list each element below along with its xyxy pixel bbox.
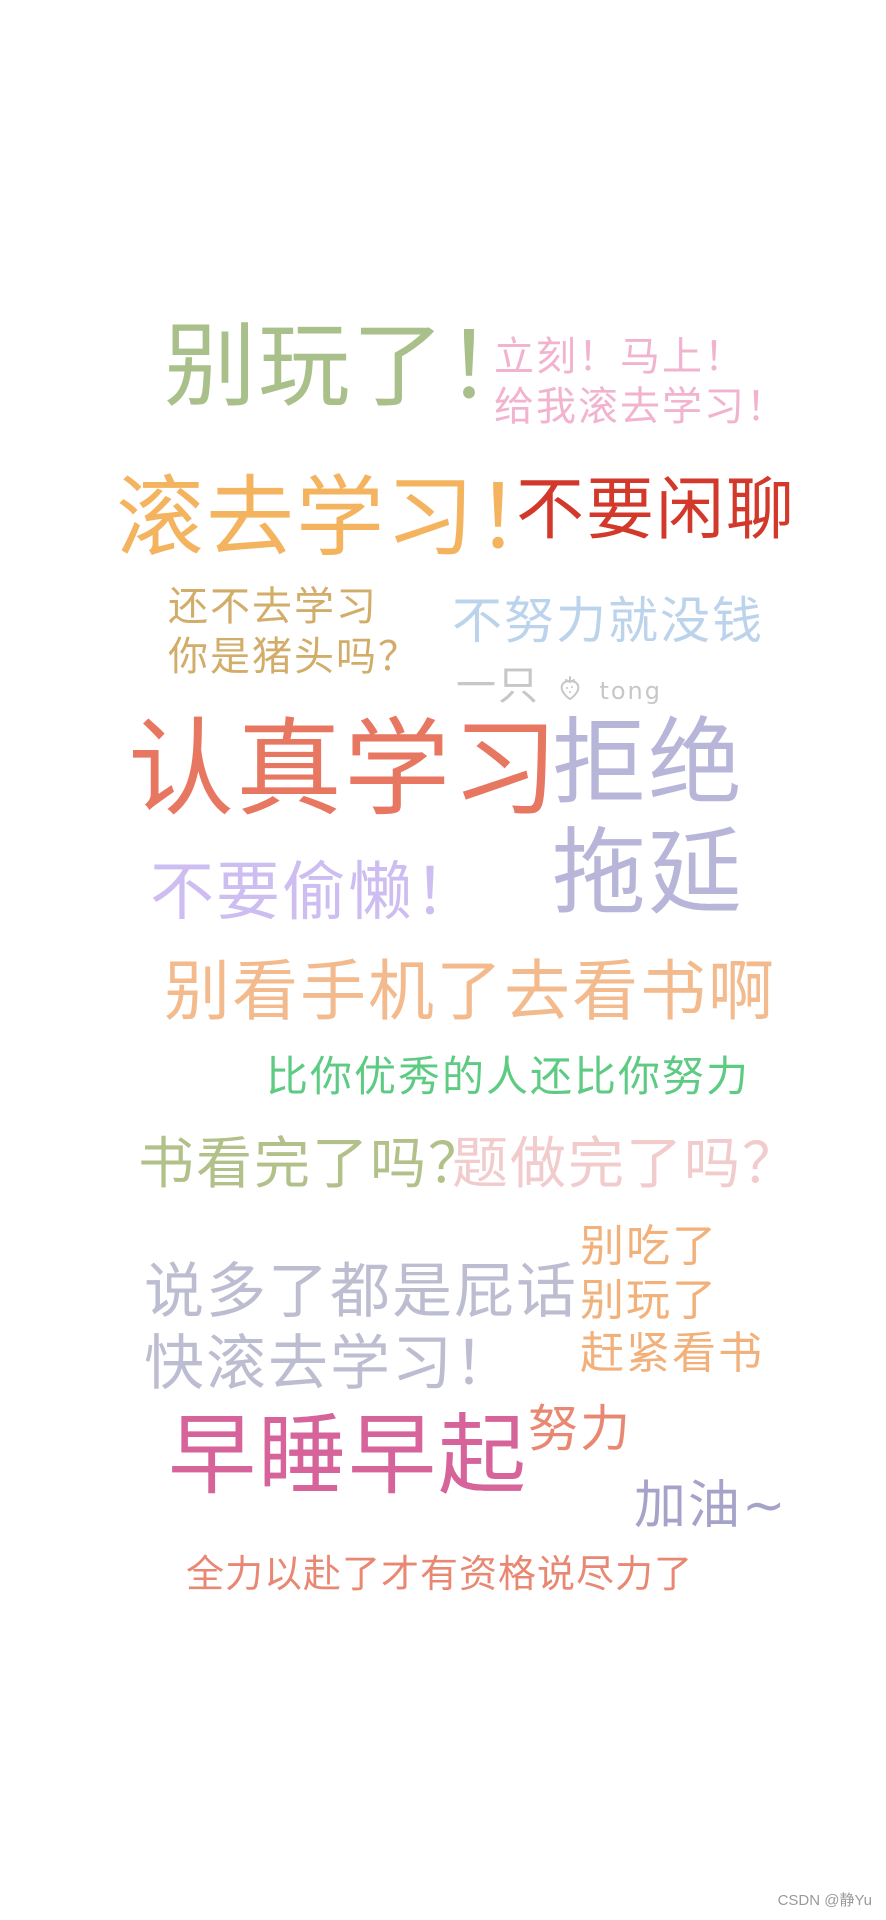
phrase-stop-eating: 别吃了 别玩了 赶紧看书 xyxy=(580,1220,764,1381)
phrase-pig-head: 还不去学习 你是猪头吗？ xyxy=(168,582,420,682)
phrase-stop-eating-line3: 赶紧看书 xyxy=(580,1328,764,1380)
watermark: CSDN @静Yu xyxy=(777,1892,872,1909)
phrase-go-study: 滚去学习！ xyxy=(116,466,567,569)
phrase-stop-eating-line2: 别玩了 xyxy=(580,1274,718,1326)
phrase-stop-playing: 别玩了！ xyxy=(164,313,541,420)
phrase-immediately: 立刻！马上！ 给我滚去学习！ xyxy=(494,332,788,432)
phrase-study-hard: 认真学习 xyxy=(128,708,560,831)
phrase-early-sleep: 早睡早起 xyxy=(168,1404,529,1507)
phrase-problems-done: 题做完了吗？ xyxy=(452,1132,800,1197)
phrase-keep-going: 加油~ xyxy=(634,1476,788,1536)
signature-prefix: 一只 xyxy=(456,663,540,709)
phrase-pig-head-line2: 你是猪头吗？ xyxy=(168,634,420,680)
strawberry-icon xyxy=(560,676,580,700)
phrase-nonsense: 说多了都是屁话 快滚去学习！ xyxy=(144,1256,578,1400)
phrase-refuse: 拒绝 xyxy=(552,709,745,818)
phrase-better-people: 比你优秀的人还比你努力 xyxy=(266,1052,751,1101)
signature: 一只 tong xyxy=(456,664,662,708)
phrase-immediately-line2: 给我滚去学习！ xyxy=(494,384,788,430)
phrase-no-chatting: 不要闲聊 xyxy=(516,471,797,550)
phrase-nonsense-line1: 说多了都是屁话 xyxy=(144,1257,578,1327)
phrase-full-effort: 全力以赴了才有资格说尽力了 xyxy=(186,1552,694,1596)
phrase-stop-eating-line1: 别吃了 xyxy=(580,1221,718,1272)
signature-name: tong xyxy=(599,677,662,705)
phrase-nonsense-line2: 快滚去学习！ xyxy=(144,1329,516,1399)
phrase-book-finished: 书看完了吗？ xyxy=(138,1132,486,1197)
phrase-no-money: 不努力就没钱 xyxy=(452,592,764,650)
phrase-pig-head-line1: 还不去学习 xyxy=(168,584,378,630)
phrase-no-slacking: 不要偷懒！ xyxy=(150,856,480,930)
phrase-immediately-line1: 立刻！马上！ xyxy=(494,334,746,380)
phrase-procrastination: 拖延 xyxy=(552,819,745,928)
phrase-stop-phone: 别看手机了去看书啊 xyxy=(164,953,776,1030)
phrase-effort: 努力 xyxy=(528,1400,632,1458)
